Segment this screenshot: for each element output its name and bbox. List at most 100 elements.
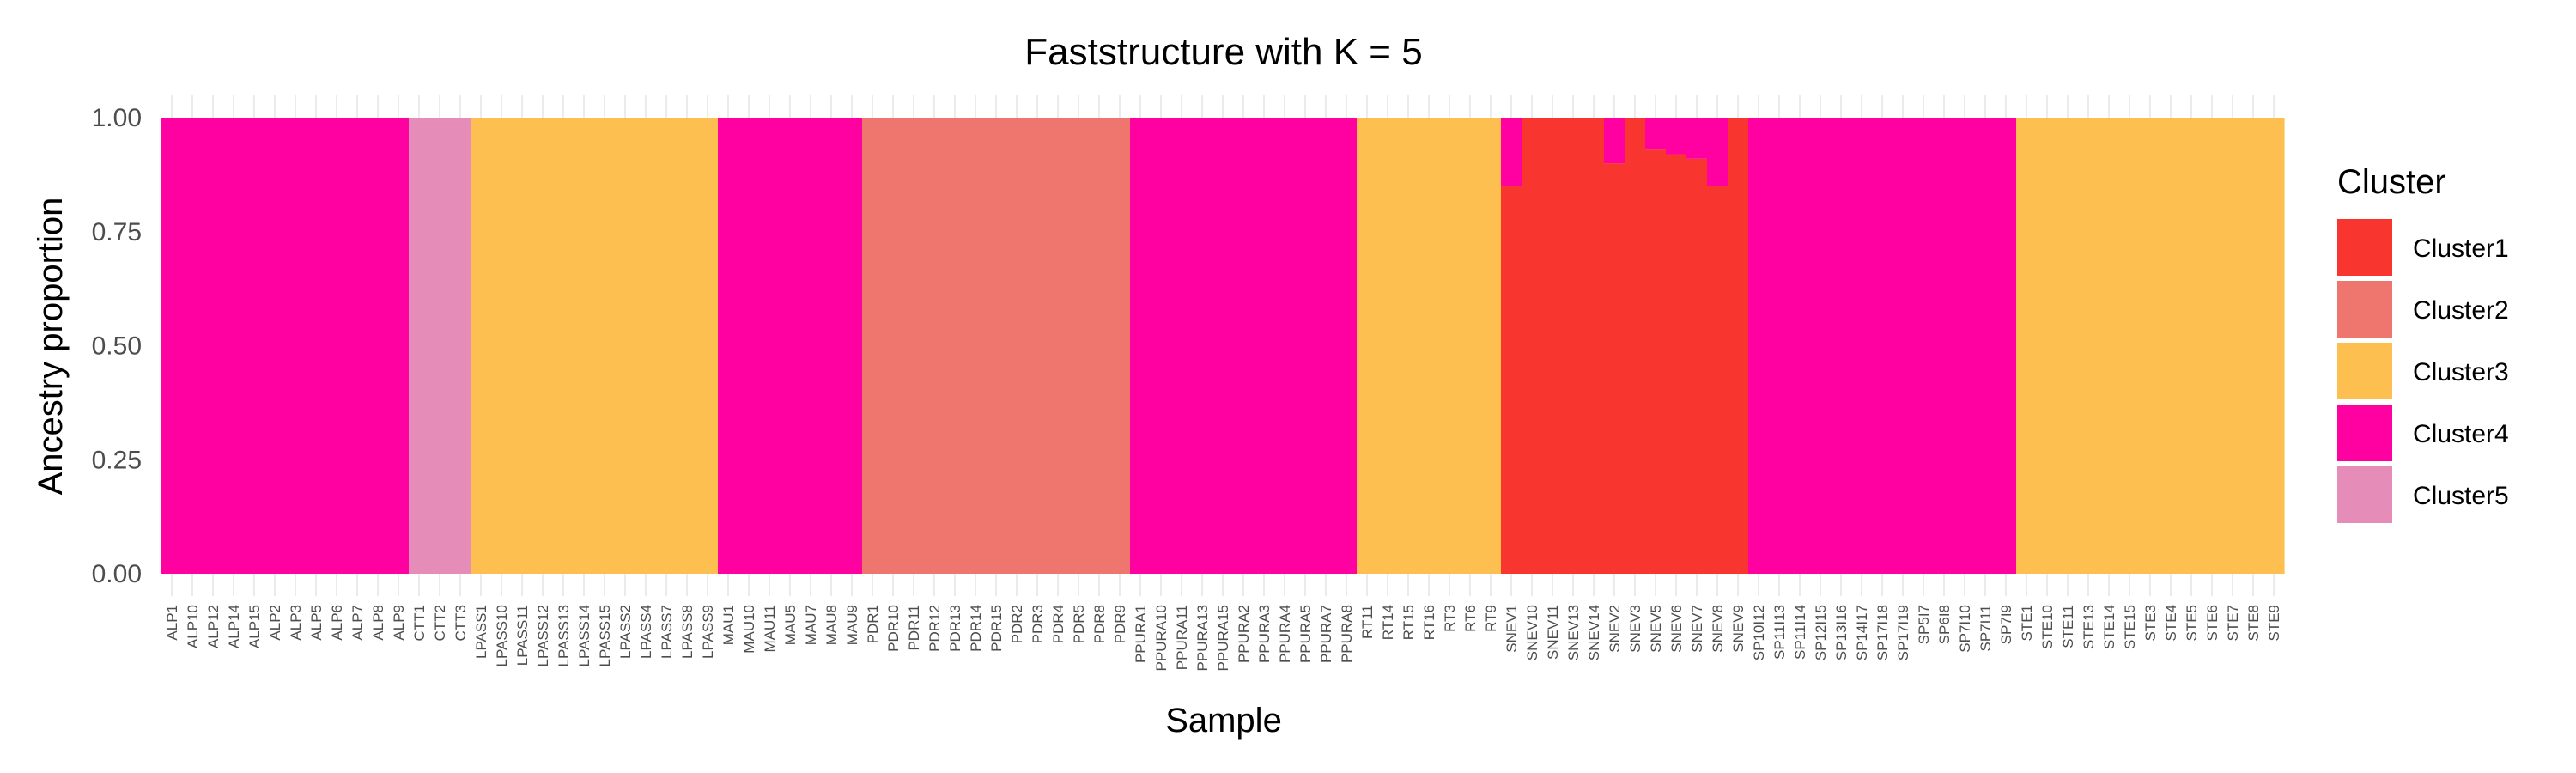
bar-segment — [1645, 149, 1667, 575]
bar-segment — [347, 118, 368, 574]
x-tick-label: PPURA2 — [1236, 605, 1252, 663]
x-tick-label: SP7I11 — [1978, 605, 1994, 652]
bar-segment — [1996, 118, 2017, 574]
x-tick-label: MAU9 — [844, 605, 860, 645]
bar-segment — [1336, 118, 1358, 574]
bar-segment — [738, 118, 760, 574]
x-tick-label: STE11 — [2060, 605, 2076, 648]
x-tick-label: SNEV13 — [1565, 605, 1582, 660]
x-axis-title: Sample — [1165, 702, 1282, 740]
x-tick-label: ALP12 — [205, 605, 222, 648]
bar-segment — [326, 118, 348, 574]
x-tick-label: STE5 — [2184, 605, 2200, 642]
bar-segment — [1501, 118, 1522, 186]
bar-segment — [471, 118, 492, 574]
legend-swatch — [2337, 219, 2392, 276]
bar-segment — [1810, 118, 1832, 574]
x-tick-label: PDR4 — [1050, 605, 1066, 643]
x-tick-label: SNEV5 — [1648, 605, 1664, 653]
bar-segment — [2263, 118, 2285, 574]
bar-segment — [1171, 118, 1193, 574]
x-tick-label: PPURA13 — [1194, 605, 1211, 671]
bar-segment — [656, 118, 677, 574]
x-tick-label: PDR15 — [988, 605, 1005, 652]
bar-segment — [532, 118, 554, 574]
bar-segment — [1130, 118, 1151, 574]
x-tick-label: PPURA7 — [1318, 605, 1334, 663]
x-tick-label: SNEV3 — [1627, 605, 1643, 653]
x-tick-label: CTT3 — [453, 605, 469, 642]
bar-segment — [1274, 118, 1296, 574]
bar-segment — [1645, 118, 1667, 150]
x-tick-label: LPASS15 — [597, 605, 613, 666]
bar-segment — [1480, 118, 1502, 574]
x-tick-label: SP10I12 — [1751, 605, 1767, 660]
bar-segment — [1686, 158, 1708, 575]
bar-segment — [1934, 118, 1955, 574]
y-tick-label: 1.00 — [92, 104, 142, 132]
bar-segment — [924, 118, 945, 574]
grid — [171, 95, 2275, 596]
x-tick-label: LPASS8 — [679, 605, 696, 659]
x-tick-label: LPASS14 — [576, 605, 592, 666]
x-tick-label: ALP9 — [391, 605, 407, 641]
bar-segment — [1439, 118, 1461, 574]
bar-segment — [1686, 118, 1708, 159]
x-tick-label: STE14 — [2101, 605, 2117, 649]
x-tick-label: PPURA15 — [1215, 605, 1231, 671]
legend-label: Cluster4 — [2413, 420, 2509, 448]
bar-segment — [677, 118, 698, 574]
x-tick-label: SP5I7 — [1916, 605, 1932, 644]
bar-segment — [945, 118, 966, 574]
bar-segment — [1233, 118, 1255, 574]
bar-segment — [1501, 186, 1522, 574]
x-tick-label: STE8 — [2245, 605, 2262, 642]
bar-segment — [285, 118, 307, 574]
bar-segment — [1872, 118, 1893, 574]
x-tick-label: RT11 — [1359, 605, 1376, 639]
bar-segment — [1006, 118, 1028, 574]
bar-segment — [1583, 118, 1605, 574]
x-tick-label: MAU11 — [762, 605, 778, 652]
bar-segment — [1707, 118, 1728, 186]
bar-segment — [841, 118, 863, 574]
x-tick-label: PPURA10 — [1153, 605, 1170, 671]
bar-segment — [1563, 118, 1584, 574]
x-tick-label: SNEV11 — [1545, 605, 1561, 660]
x-tick-label: PDR1 — [865, 605, 881, 643]
x-tick-label: SP12I15 — [1813, 605, 1829, 660]
legend-title: Cluster — [2337, 163, 2446, 201]
x-tick-label: RT14 — [1380, 605, 1396, 640]
x-tick-label: SNEV7 — [1689, 605, 1705, 653]
bar-segment — [1893, 118, 1914, 574]
x-tick-label: LPASS12 — [535, 605, 551, 666]
x-tick-label: SP17I19 — [1895, 605, 1911, 660]
x-tick-label: STE3 — [2142, 605, 2159, 642]
x-tick-label: PDR2 — [1009, 605, 1025, 643]
x-tick-label: SP17I18 — [1874, 605, 1891, 660]
bar-segment — [1398, 118, 1419, 574]
x-tick-label: PPURA8 — [1339, 605, 1355, 663]
bar-segment — [1831, 118, 1852, 574]
bar-segment — [2057, 118, 2079, 574]
x-tick-label: PDR5 — [1071, 605, 1087, 643]
legend-swatch — [2337, 343, 2392, 399]
bar-segment — [2181, 118, 2202, 574]
bar-segment — [1913, 118, 1935, 574]
stacked-bars — [161, 118, 2285, 575]
x-tick-label: ALP2 — [267, 605, 283, 641]
bar-segment — [574, 118, 595, 574]
bar-segment — [697, 118, 719, 574]
x-tick-label: LPASS2 — [617, 605, 634, 659]
bar-segment — [1728, 118, 1749, 574]
bar-segment — [1027, 118, 1048, 574]
legend: Cluster Cluster1 Cluster2 Cluster3 Cluster4… — [2337, 163, 2509, 523]
bar-segment — [615, 118, 636, 574]
bar-segment — [1522, 118, 1543, 574]
x-tick-label: PPURA4 — [1277, 605, 1293, 663]
bar-segment — [388, 118, 410, 574]
x-tick-label: LPASS4 — [638, 605, 654, 659]
x-tick-label: LPASS9 — [700, 605, 716, 659]
bar-segment — [161, 118, 183, 574]
x-tick-label: LPASS11 — [514, 605, 531, 666]
